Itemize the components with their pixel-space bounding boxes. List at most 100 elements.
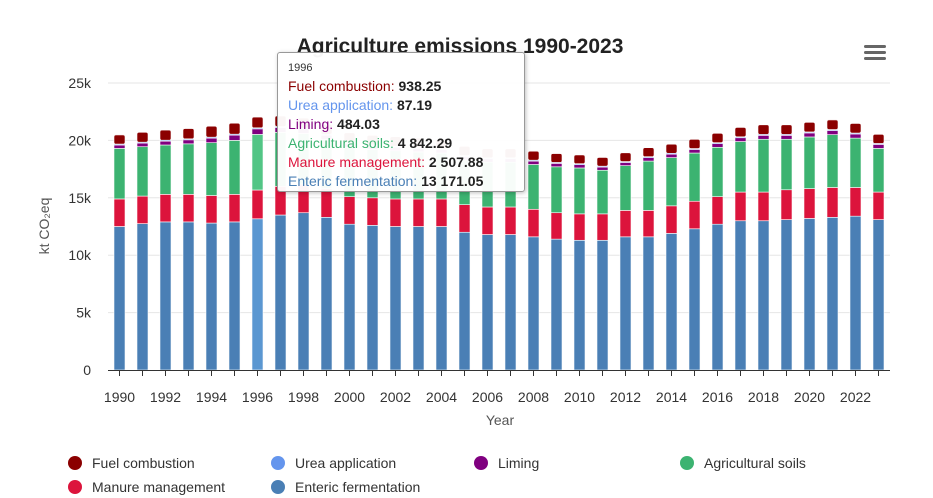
- bar-segment-liming[interactable]: [711, 143, 724, 148]
- bar-segment-manure-management[interactable]: [550, 212, 563, 240]
- bar-segment-fuel-combustion[interactable]: [849, 123, 862, 134]
- bar-segment-enteric-fermentation[interactable]: [619, 236, 632, 371]
- bar-segment-agricultural-soils[interactable]: [780, 138, 793, 191]
- bar-segment-enteric-fermentation[interactable]: [182, 221, 195, 371]
- bar-segment-agricultural-soils[interactable]: [872, 148, 885, 193]
- bar-segment-enteric-fermentation[interactable]: [412, 226, 425, 371]
- bar-segment-fuel-combustion[interactable]: [527, 150, 540, 161]
- bar-segment-fuel-combustion[interactable]: [780, 124, 793, 135]
- bar-segment-liming[interactable]: [182, 139, 195, 145]
- bar-segment-agricultural-soils[interactable]: [757, 138, 770, 193]
- hamburger-menu-icon[interactable]: [860, 42, 890, 66]
- legend-item-enteric-fermentation[interactable]: Enteric fermentation: [271, 476, 420, 498]
- bar-segment-enteric-fermentation[interactable]: [803, 218, 816, 371]
- bar-segment-agricultural-soils[interactable]: [205, 142, 218, 196]
- bar-segment-enteric-fermentation[interactable]: [872, 219, 885, 371]
- bar-segment-fuel-combustion[interactable]: [550, 153, 563, 163]
- legend-item-agricultural-soils[interactable]: Agricultural soils: [680, 452, 806, 474]
- bar-segment-enteric-fermentation[interactable]: [826, 217, 839, 371]
- bar-segment-manure-management[interactable]: [205, 195, 218, 224]
- bar-segment-fuel-combustion[interactable]: [642, 147, 655, 158]
- bar-segment-agricultural-soils[interactable]: [136, 146, 149, 197]
- bar-segment-liming[interactable]: [113, 144, 126, 149]
- bar-segment-enteric-fermentation[interactable]: [711, 223, 724, 371]
- bar-segment-enteric-fermentation[interactable]: [343, 223, 356, 371]
- bar-segment-agricultural-soils[interactable]: [734, 141, 747, 193]
- bar-segment-liming[interactable]: [757, 135, 770, 140]
- bar-segment-fuel-combustion[interactable]: [182, 128, 195, 140]
- bar-segment-agricultural-soils[interactable]: [596, 169, 609, 215]
- bar-segment-enteric-fermentation[interactable]: [849, 215, 862, 371]
- bar-segment-enteric-fermentation[interactable]: [757, 220, 770, 371]
- bar-segment-liming[interactable]: [228, 134, 241, 141]
- bar-segment-manure-management[interactable]: [389, 198, 402, 227]
- bar-segment-manure-management[interactable]: [182, 194, 195, 223]
- legend-item-urea-application[interactable]: Urea application: [271, 452, 396, 474]
- bar-segment-liming[interactable]: [619, 162, 632, 166]
- bar-segment-fuel-combustion[interactable]: [136, 132, 149, 143]
- bar-segment-manure-management[interactable]: [803, 188, 816, 219]
- bar-segment-manure-management[interactable]: [366, 197, 379, 226]
- bar-segment-manure-management[interactable]: [688, 200, 701, 230]
- bar-segment-enteric-fermentation[interactable]: [113, 226, 126, 371]
- bar-segment-fuel-combustion[interactable]: [803, 122, 816, 133]
- bar-segment-fuel-combustion[interactable]: [596, 157, 609, 167]
- bar-segment-enteric-fermentation[interactable]: [550, 238, 563, 371]
- bar-segment-agricultural-soils[interactable]: [182, 143, 195, 195]
- bar-segment-agricultural-soils[interactable]: [711, 146, 724, 197]
- bar-segment-enteric-fermentation[interactable]: [435, 226, 448, 371]
- bar-segment-enteric-fermentation[interactable]: [228, 221, 241, 371]
- bar-segment-manure-management[interactable]: [711, 196, 724, 225]
- legend-item-fuel-combustion[interactable]: Fuel combustion: [68, 452, 195, 474]
- bar-segment-liming[interactable]: [803, 132, 816, 138]
- bar-segment-agricultural-soils[interactable]: [251, 134, 264, 191]
- bar-segment-liming[interactable]: [780, 135, 793, 140]
- bar-segment-enteric-fermentation[interactable]: [527, 236, 540, 371]
- bar-segment-enteric-fermentation[interactable]: [596, 239, 609, 371]
- legend-item-liming[interactable]: Liming: [474, 452, 539, 474]
- bar-segment-enteric-fermentation[interactable]: [251, 218, 264, 371]
- bar-segment-manure-management[interactable]: [251, 189, 264, 220]
- bar-segment-enteric-fermentation[interactable]: [136, 223, 149, 371]
- bar-segment-manure-management[interactable]: [849, 187, 862, 217]
- bar-segment-fuel-combustion[interactable]: [711, 133, 724, 143]
- bar-segment-agricultural-soils[interactable]: [113, 148, 126, 200]
- bar-segment-manure-management[interactable]: [320, 188, 333, 218]
- bar-segment-agricultural-soils[interactable]: [665, 157, 678, 207]
- bar-segment-manure-management[interactable]: [113, 198, 126, 227]
- bar-segment-fuel-combustion[interactable]: [113, 134, 126, 145]
- bar-segment-manure-management[interactable]: [665, 205, 678, 234]
- bar-segment-fuel-combustion[interactable]: [619, 152, 632, 162]
- bar-segment-liming[interactable]: [205, 137, 218, 143]
- bar-segment-manure-management[interactable]: [780, 189, 793, 220]
- bar-segment-manure-management[interactable]: [412, 198, 425, 227]
- bar-segment-agricultural-soils[interactable]: [550, 166, 563, 214]
- bar-segment-agricultural-soils[interactable]: [826, 134, 839, 188]
- bar-segment-enteric-fermentation[interactable]: [780, 219, 793, 371]
- bar-segment-manure-management[interactable]: [642, 210, 655, 238]
- bar-segment-liming[interactable]: [665, 153, 678, 158]
- bar-segment-liming[interactable]: [642, 157, 655, 162]
- bar-segment-fuel-combustion[interactable]: [757, 124, 770, 135]
- bar-segment-liming[interactable]: [251, 128, 264, 135]
- bar-segment-fuel-combustion[interactable]: [734, 127, 747, 138]
- bar-segment-fuel-combustion[interactable]: [251, 116, 264, 129]
- bar-segment-enteric-fermentation[interactable]: [159, 221, 172, 371]
- bar-segment-enteric-fermentation[interactable]: [665, 233, 678, 371]
- bar-segment-enteric-fermentation[interactable]: [274, 214, 287, 371]
- bar-segment-liming[interactable]: [136, 142, 149, 148]
- bar-segment-fuel-combustion[interactable]: [665, 143, 678, 154]
- bar-segment-liming[interactable]: [550, 163, 563, 168]
- bar-segment-fuel-combustion[interactable]: [573, 154, 586, 165]
- bar-segment-manure-management[interactable]: [872, 191, 885, 220]
- bar-segment-fuel-combustion[interactable]: [688, 139, 701, 149]
- bar-segment-agricultural-soils[interactable]: [688, 152, 701, 202]
- bar-segment-fuel-combustion[interactable]: [205, 125, 218, 138]
- bar-segment-liming[interactable]: [159, 140, 172, 146]
- bar-segment-agricultural-soils[interactable]: [228, 140, 241, 195]
- bar-segment-manure-management[interactable]: [481, 206, 494, 235]
- legend-item-manure-management[interactable]: Manure management: [68, 476, 225, 498]
- bar-segment-enteric-fermentation[interactable]: [366, 225, 379, 371]
- bar-segment-enteric-fermentation[interactable]: [205, 222, 218, 371]
- bar-segment-agricultural-soils[interactable]: [849, 137, 862, 188]
